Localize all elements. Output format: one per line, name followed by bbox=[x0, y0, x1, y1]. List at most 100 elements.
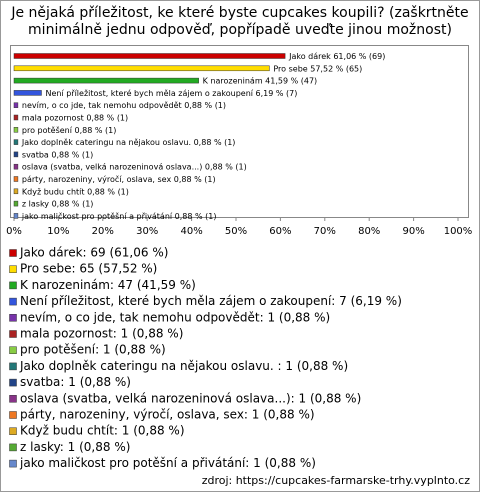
legend-label: K narozeninám: 47 (41,59 %) bbox=[20, 278, 196, 292]
bar-category: svatba bbox=[22, 150, 49, 159]
x-tick-label: 40% bbox=[180, 226, 202, 237]
legend-swatch bbox=[9, 395, 17, 403]
bar-value: 57,52 % (65) bbox=[310, 64, 362, 73]
legend-label: Když budu chtít: 1 (0,88 %) bbox=[20, 424, 185, 438]
bar bbox=[13, 127, 19, 133]
legend-label: z lasky: 1 (0,88 %) bbox=[20, 440, 130, 454]
chart-title: Je nějaká příležitost, ke které byste cu… bbox=[11, 5, 469, 38]
x-tick-label: 30% bbox=[136, 226, 158, 237]
legend-swatch bbox=[9, 281, 17, 290]
x-tick-label: 0% bbox=[6, 226, 22, 237]
bar-label: Jako dárek 61,06 % (69) bbox=[288, 52, 385, 61]
bar bbox=[13, 53, 286, 59]
legend-label: Pro sebe: 65 (57,52 %) bbox=[20, 262, 157, 276]
plot-area bbox=[10, 45, 469, 218]
bar-value: 0,88 % (1) bbox=[75, 125, 117, 134]
bar-value: 0,88 % (1) bbox=[52, 199, 94, 208]
legend-swatch bbox=[9, 297, 17, 306]
bar-category: oslava (svatba, velká narozeninová oslav… bbox=[22, 162, 202, 171]
bar-value: 0,88 % (1) bbox=[87, 187, 129, 196]
bar-category: Není příležitost, které bych měla zájem … bbox=[45, 87, 253, 97]
bar-value: 61,06 % (69) bbox=[333, 52, 385, 61]
x-tick-label: 60% bbox=[269, 226, 291, 237]
bar bbox=[13, 77, 199, 84]
legend-swatch bbox=[9, 459, 17, 468]
x-tick-label: 20% bbox=[92, 226, 114, 237]
bar-label: pro potěšení 0,88 % (1) bbox=[22, 124, 116, 134]
bar bbox=[13, 213, 19, 219]
bar-label: jako maličkost pro potěšní a přivátání 0… bbox=[21, 210, 217, 220]
bar bbox=[13, 114, 19, 121]
bar bbox=[13, 139, 19, 145]
bar-label: nevím, o co jde, tak nemohu odpovědět 0,… bbox=[22, 101, 226, 110]
bar-value: 0,88 % (1) bbox=[184, 101, 226, 110]
bar-category: K narozeninám bbox=[203, 76, 263, 85]
legend-swatch bbox=[9, 265, 17, 273]
bar-value: 6,19 % (7) bbox=[256, 88, 298, 97]
legend-label: svatba: 1 (0,88 %) bbox=[20, 375, 131, 389]
bar-value: 0,88 % (1) bbox=[51, 150, 93, 159]
bar-category: pro potěšení bbox=[22, 124, 73, 134]
bar-value: 0,88 % (1) bbox=[175, 211, 217, 220]
bar-value: 0,88 % (1) bbox=[194, 138, 236, 147]
bar-value: 41,59 % (47) bbox=[265, 76, 317, 85]
legend-swatch bbox=[9, 249, 17, 257]
bar-label: K narozeninám 41,59 % (47) bbox=[203, 76, 318, 85]
legend-label: mala pozornost: 1 (0,88 %) bbox=[20, 327, 183, 341]
bar-label: mala pozornost 0,88 % (1) bbox=[22, 113, 128, 122]
bar-label: Jako doplněk cateringu na nějakou oslavu… bbox=[21, 138, 236, 147]
bar-label: Pro sebe 57,52 % (65) bbox=[273, 64, 362, 73]
legend-label: nevím, o co jde, tak nemohu odpovědět: 1… bbox=[20, 310, 330, 324]
legend-swatch bbox=[9, 411, 17, 419]
bar-label: párty, narozeniny, výročí, oslava, sex 0… bbox=[22, 174, 216, 184]
bar-label: oslava (svatba, velká narozeninová oslav… bbox=[22, 162, 247, 171]
bar-category: mala pozornost bbox=[22, 113, 84, 122]
bar-label: Když budu chtít 0,88 % (1) bbox=[22, 187, 129, 196]
x-tick-label: 50% bbox=[225, 226, 247, 237]
legend-swatch bbox=[9, 362, 17, 371]
bar-category: nevím, o co jde, tak nemohu odpovědět bbox=[22, 101, 182, 110]
x-tick-label: 70% bbox=[314, 226, 336, 237]
bar-value: 0,88 % (1) bbox=[86, 113, 128, 122]
x-tick-label: 80% bbox=[358, 226, 380, 237]
x-tick-label: 90% bbox=[402, 226, 424, 237]
legend-label: Jako dárek: 69 (61,06 %) bbox=[19, 246, 168, 260]
bar bbox=[13, 163, 19, 170]
legend-swatch bbox=[9, 427, 17, 435]
bar-category: Jako dárek bbox=[288, 52, 331, 61]
bar bbox=[13, 176, 19, 182]
legend-label: Není příležitost, které bych měla zájem … bbox=[20, 294, 402, 308]
bar bbox=[13, 90, 42, 96]
bar-category: jako maličkost pro potěšní a přivátání bbox=[21, 210, 173, 220]
bar-category: z lasky bbox=[22, 199, 49, 208]
bar-category: Když budu chtít bbox=[22, 187, 85, 196]
bar-category: párty, narozeniny, výročí, oslava, sex bbox=[22, 174, 172, 184]
legend-swatch bbox=[9, 330, 17, 338]
bar-value: 0,88 % (1) bbox=[174, 175, 216, 184]
bar bbox=[13, 151, 19, 158]
legend-label: jako maličkost pro potěšní a přivátání: … bbox=[19, 456, 316, 470]
bar bbox=[13, 65, 270, 72]
bar bbox=[13, 102, 19, 108]
x-tick-label: 100% bbox=[444, 226, 473, 237]
legend-swatch bbox=[9, 314, 17, 322]
bar-category: Pro sebe bbox=[273, 64, 307, 73]
bar-label: Není příležitost, které bych měla zájem … bbox=[45, 87, 297, 97]
bar bbox=[13, 188, 19, 195]
legend-swatch bbox=[9, 443, 17, 452]
x-tick-label: 10% bbox=[47, 226, 69, 237]
legend-label: oslava (svatba, velká narozeninová oslav… bbox=[20, 391, 361, 405]
bar-label: svatba 0,88 % (1) bbox=[22, 150, 93, 159]
source: zdroj: https://cupcakes-farmarske-trhy.v… bbox=[202, 474, 471, 487]
legend-label: pro potěšení: 1 (0,88 %) bbox=[20, 343, 166, 357]
legend-label: párty, narozeniny, výročí, oslava, sex: … bbox=[20, 408, 315, 422]
bar-value: 0,88 % (1) bbox=[205, 162, 247, 171]
legend-label: Jako doplněk cateringu na nějakou oslavu… bbox=[19, 359, 348, 373]
legend-swatch bbox=[9, 378, 17, 387]
legend-swatch bbox=[9, 346, 17, 354]
bar bbox=[13, 200, 19, 207]
bar-category: Jako doplněk cateringu na nějakou oslavu… bbox=[21, 138, 194, 147]
bar-label: z lasky 0,88 % (1) bbox=[22, 199, 94, 208]
